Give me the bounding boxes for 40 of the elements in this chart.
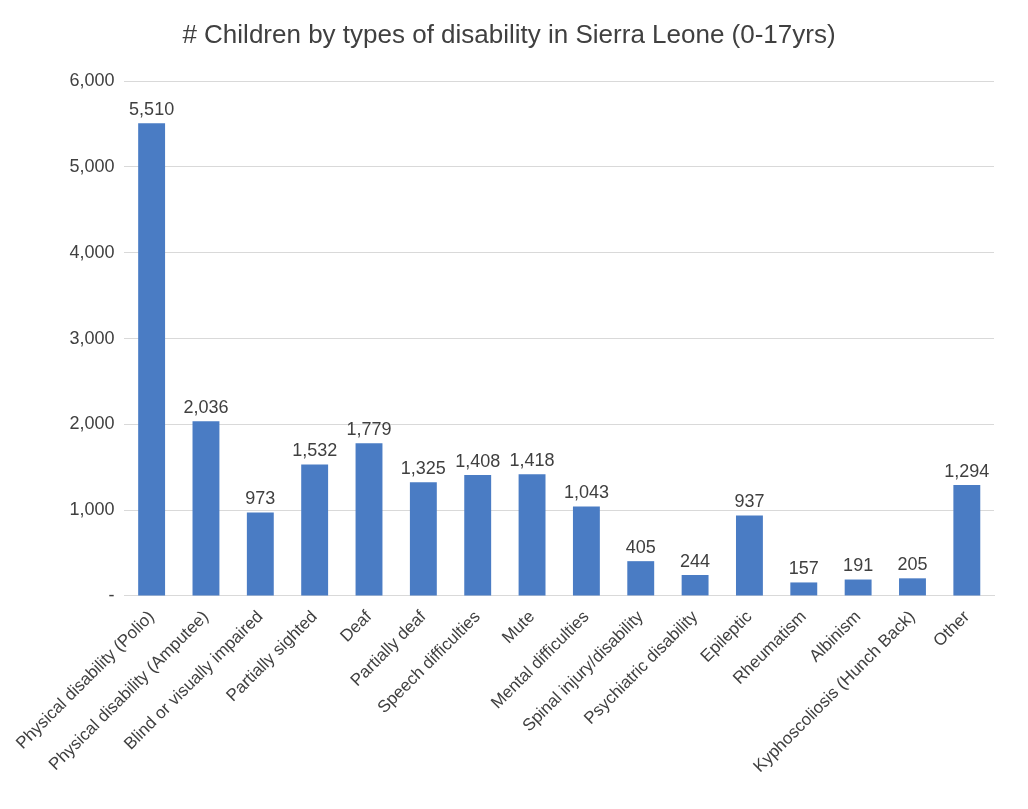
bar: [464, 475, 492, 596]
chart-title: # Children by types of disability in Sierra Leone (0-17yrs): [182, 18, 836, 49]
data-label: 405: [625, 537, 656, 558]
data-label: 244: [680, 550, 711, 571]
bar: [138, 123, 166, 596]
bar: [409, 482, 437, 596]
data-label: 1,779: [346, 419, 392, 440]
data-label: 191: [843, 555, 874, 576]
data-label: 2,036: [183, 397, 229, 418]
data-label: 205: [897, 554, 928, 575]
data-label: 157: [788, 558, 819, 579]
bar: [301, 464, 329, 596]
y-tick-label: 1,000: [69, 499, 115, 520]
data-label: 1,325: [400, 458, 446, 479]
bar: [735, 515, 763, 596]
y-tick-label: 3,000: [69, 327, 115, 348]
bar: [246, 512, 274, 596]
y-tick-label: -: [108, 584, 115, 605]
data-label: 5,510: [129, 99, 175, 120]
bar: [681, 574, 709, 596]
bar: [844, 579, 872, 596]
bar: [953, 484, 981, 596]
bar: [355, 443, 383, 596]
bar: [192, 421, 220, 596]
y-tick-label: 2,000: [69, 413, 115, 434]
data-label: 1,043: [563, 482, 609, 503]
bar: [899, 578, 926, 596]
bar: [518, 474, 546, 596]
data-label: 1,532: [292, 440, 338, 461]
y-tick-label: 5,000: [69, 155, 115, 176]
data-label: 1,294: [944, 460, 990, 481]
y-tick-label: 4,000: [69, 241, 115, 262]
data-label: 973: [245, 488, 276, 509]
data-label: 1,408: [455, 451, 501, 472]
data-label: 1,418: [509, 450, 555, 471]
y-tick-label: 6,000: [69, 70, 115, 91]
data-label: 937: [734, 491, 765, 512]
bar: [627, 561, 655, 596]
bar: [572, 506, 600, 596]
bar: [790, 582, 818, 596]
